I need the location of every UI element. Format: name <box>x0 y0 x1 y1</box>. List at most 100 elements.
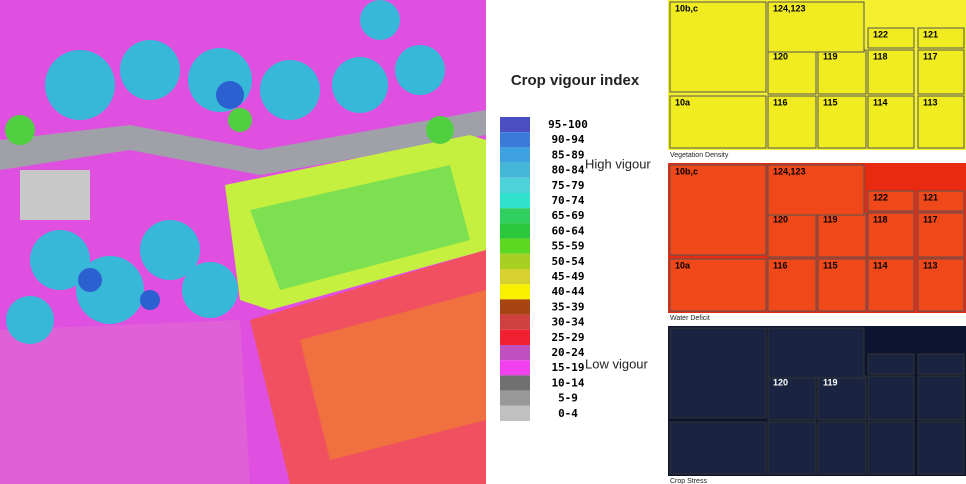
legend-swatch <box>500 299 530 315</box>
plot <box>669 1 767 93</box>
plot-label: 121 <box>923 192 938 202</box>
plot <box>867 375 915 421</box>
plot-label: 115 <box>823 97 838 107</box>
legend-label: 80-84 <box>551 164 584 177</box>
plot <box>817 421 867 475</box>
plot-label: 113 <box>923 260 938 270</box>
legend-label: 85-89 <box>551 148 584 161</box>
legend-swatch <box>500 132 530 148</box>
plot <box>867 258 915 312</box>
legend-swatch <box>500 405 530 421</box>
legend-title: Crop vigour index <box>511 72 640 89</box>
plot-label: 10b,c <box>675 3 698 13</box>
plot-label: 117 <box>923 214 938 224</box>
plot <box>867 190 915 212</box>
legend-swatch <box>500 345 530 361</box>
legend-label: 90-94 <box>551 133 584 146</box>
plot <box>867 49 915 95</box>
plot-label: 124,123 <box>773 166 806 176</box>
legend-label: 70-74 <box>551 194 584 207</box>
legend-swatch <box>500 269 530 285</box>
plot <box>767 164 865 216</box>
legend-label: 55-59 <box>551 240 584 253</box>
legend-swatch <box>500 284 530 300</box>
plot <box>867 95 915 149</box>
legend-swatch <box>500 375 530 391</box>
plot-label: 114 <box>873 97 888 107</box>
legend-swatch <box>500 329 530 345</box>
plot <box>917 190 965 212</box>
plot <box>917 27 965 49</box>
plot <box>669 95 767 149</box>
legend-swatch <box>500 193 530 209</box>
legend-label: 10-14 <box>551 376 584 389</box>
plot-label: 116 <box>773 97 788 107</box>
plot <box>767 1 865 53</box>
plot-label: 117 <box>923 51 938 61</box>
plot <box>867 353 915 375</box>
plot-label: 119 <box>823 214 838 224</box>
plot <box>917 353 965 375</box>
legend-swatch <box>500 208 530 224</box>
plot-label: 118 <box>873 214 888 224</box>
plot-label: 10a <box>675 260 691 270</box>
plot <box>917 212 965 258</box>
trees <box>6 0 445 344</box>
plot-label: 122 <box>873 192 888 202</box>
panel: 10b,c 124,123 122 121 120 119 118 117 10a 116 115 1… <box>668 0 966 159</box>
plot <box>867 421 915 475</box>
legend-label: 20-24 <box>551 346 584 359</box>
buildings <box>20 170 90 220</box>
plot <box>669 164 767 256</box>
legend-label: 40-44 <box>551 285 584 298</box>
field-inner <box>250 165 470 290</box>
aerial-image <box>0 0 486 484</box>
plot-label: 124,123 <box>773 3 806 13</box>
plot-label: 114 <box>873 260 888 270</box>
legend-swatch <box>500 360 530 376</box>
plot-label: 120 <box>773 377 788 387</box>
plot-label: 113 <box>923 97 938 107</box>
plot-label: 121 <box>923 29 938 39</box>
plot <box>817 375 867 421</box>
plot <box>767 375 817 421</box>
plot-label: 122 <box>873 29 888 39</box>
plot-label: 118 <box>873 51 888 61</box>
plot-label: 115 <box>823 260 838 270</box>
legend-label: 5-9 <box>558 392 578 405</box>
legend-label: 25-29 <box>551 331 584 344</box>
plot <box>669 327 767 419</box>
plot <box>867 212 915 258</box>
legend-swatch <box>500 177 530 193</box>
field-magenta <box>0 320 250 484</box>
panel-caption: Vegetation Density <box>670 152 729 159</box>
plot <box>817 49 867 95</box>
legend-swatch <box>500 162 530 178</box>
legend-label: 50-54 <box>551 255 584 268</box>
plot <box>817 95 867 149</box>
legend-swatch <box>500 117 530 133</box>
legend-label: 95-100 <box>548 118 588 131</box>
plot <box>817 258 867 312</box>
legend-label: 15-19 <box>551 361 584 374</box>
plot <box>767 212 817 258</box>
high-label: High vigour <box>585 156 651 171</box>
plot-label: 10a <box>675 97 691 107</box>
low-label: Low vigour <box>585 356 649 371</box>
plot <box>767 95 817 149</box>
plot <box>917 258 965 312</box>
legend-swatch <box>500 147 530 163</box>
plot-label: 119 <box>823 377 838 387</box>
plot <box>917 49 965 95</box>
plot <box>867 27 915 49</box>
plot <box>767 421 817 475</box>
plot-label: 116 <box>773 260 788 270</box>
plot <box>917 95 965 149</box>
plot-label: 120 <box>773 214 788 224</box>
panel-caption: Water Deficit <box>670 315 710 322</box>
legend-label: 65-69 <box>551 209 584 222</box>
plot-label: 120 <box>773 51 788 61</box>
plot-label: 119 <box>823 51 838 61</box>
legend: Crop vigour index High vigour Low vigour… <box>500 72 651 421</box>
panel: 10b,c 124,123 122 121 120 119 118 117 10a 116 115 1… <box>668 163 966 322</box>
